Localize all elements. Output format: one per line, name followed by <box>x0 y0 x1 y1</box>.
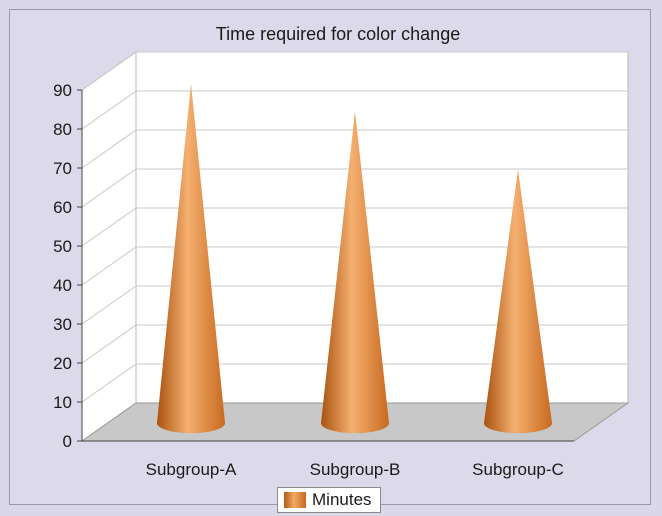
y-tick-label: 20 <box>53 354 72 373</box>
grid-line-side <box>81 51 137 91</box>
grid-line-side <box>81 207 137 247</box>
cones <box>157 83 552 434</box>
y-tick-label: 30 <box>53 315 72 334</box>
grid-line-side <box>81 129 137 169</box>
x-category-label: Subgroup-C <box>472 460 564 479</box>
cone <box>484 169 552 434</box>
chart-walls <box>81 51 629 442</box>
y-tick-label: 60 <box>53 198 72 217</box>
y-tick-label: 40 <box>53 276 72 295</box>
x-category-label: Subgroup-A <box>146 460 237 479</box>
grid-line-side <box>81 168 137 208</box>
grid-line-side <box>81 246 137 286</box>
y-tick-label: 80 <box>53 120 72 139</box>
back-wall <box>135 51 629 404</box>
y-tick-label: 50 <box>53 237 72 256</box>
grid-line-side <box>81 324 137 364</box>
y-tick-label: 0 <box>63 432 72 451</box>
cone-body <box>321 110 389 434</box>
y-tick-label: 10 <box>53 393 72 412</box>
grid-lines <box>81 51 628 403</box>
legend-swatch <box>284 492 306 508</box>
y-tick-label: 90 <box>53 81 72 100</box>
chart-title: Time required for color change <box>216 24 460 44</box>
x-axis-labels: Subgroup-A Subgroup-B Subgroup-C <box>146 460 564 479</box>
legend-label: Minutes <box>312 490 372 509</box>
x-category-label: Subgroup-B <box>310 460 401 479</box>
grid-line-side <box>81 363 137 403</box>
y-axis-ticks: 0 10 20 30 40 50 60 70 80 90 <box>53 81 83 451</box>
grid-line-side <box>81 90 137 130</box>
grid-line-side <box>81 285 137 325</box>
cone <box>321 110 389 434</box>
legend: Minutes <box>277 487 381 513</box>
y-tick-label: 70 <box>53 159 72 178</box>
cone-body <box>484 169 552 434</box>
cone-body <box>157 83 225 433</box>
cone <box>157 83 225 433</box>
